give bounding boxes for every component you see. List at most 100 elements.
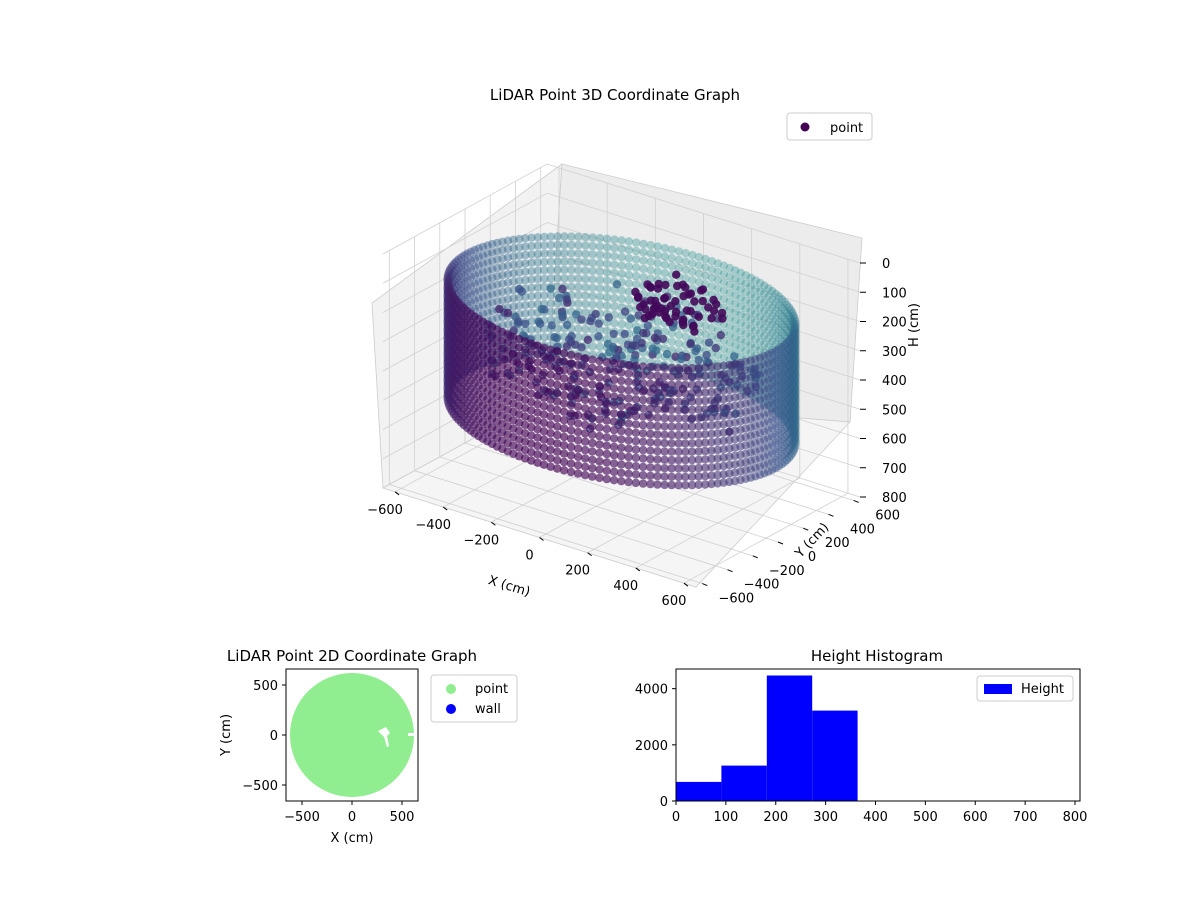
x-axis-3d: −600 −400 −200 0 200 400 600 xyxy=(367,491,689,609)
point-3d xyxy=(667,329,677,338)
point-3d xyxy=(780,331,789,340)
point-3d xyxy=(789,354,798,364)
point-3d xyxy=(764,309,773,318)
point-3d xyxy=(719,261,729,270)
point-3d xyxy=(681,364,690,373)
legend-2d-label-wall: wall xyxy=(475,702,501,717)
chart-3d: LiDAR Point 3D Coordinate Graph −600−400… xyxy=(367,86,922,609)
point-3d xyxy=(707,362,716,372)
point-3d xyxy=(777,384,786,394)
point-3d xyxy=(791,361,800,370)
point-3d xyxy=(540,249,549,258)
z-tick-label-3d: 700 xyxy=(882,462,907,477)
point-3d xyxy=(713,370,722,379)
point-3d xyxy=(788,340,797,349)
point-3d xyxy=(725,330,734,339)
point-3d xyxy=(701,463,710,472)
point-3d xyxy=(573,352,583,361)
histogram-bar xyxy=(766,675,813,801)
point-3d xyxy=(777,370,787,379)
point-3d xyxy=(624,279,634,288)
point-3d xyxy=(694,277,704,287)
point-3d xyxy=(617,401,626,411)
point-3d xyxy=(713,429,722,438)
point-3d xyxy=(620,307,630,316)
point-3d xyxy=(581,258,590,267)
point-3d xyxy=(790,369,799,378)
point-3d xyxy=(474,277,483,287)
point-3d xyxy=(573,436,583,445)
point-3d xyxy=(588,241,597,251)
point-3d xyxy=(553,414,562,423)
point-3d xyxy=(701,271,710,280)
point-3d xyxy=(741,287,751,297)
point-3d xyxy=(751,326,760,335)
point-3d xyxy=(588,388,597,398)
point-3d xyxy=(493,297,502,306)
point-3d xyxy=(674,430,683,440)
point-3d xyxy=(617,368,626,377)
point-3d xyxy=(760,340,769,349)
point-3d xyxy=(756,329,765,338)
point-3d xyxy=(574,299,583,308)
point-3d xyxy=(673,281,682,291)
point-3d xyxy=(701,313,710,322)
point-3d xyxy=(789,345,798,354)
point-3d xyxy=(631,411,641,421)
point-3d xyxy=(604,313,613,322)
point-3d xyxy=(588,438,597,448)
point-3d xyxy=(653,388,662,397)
point-3d xyxy=(790,419,799,428)
point-3d xyxy=(521,275,530,285)
point-3d xyxy=(687,422,697,431)
point-3d xyxy=(667,397,676,406)
point-3d xyxy=(559,357,569,366)
point-3d xyxy=(751,318,760,327)
point-3d xyxy=(694,312,703,321)
point-3d xyxy=(687,363,697,373)
point-3d xyxy=(707,379,716,388)
point-3d xyxy=(764,284,773,293)
point-3d xyxy=(786,414,796,424)
point-3d xyxy=(638,471,648,480)
point-3d xyxy=(667,380,676,389)
point-3d xyxy=(631,361,641,371)
point-3d xyxy=(573,410,583,420)
point-3d xyxy=(784,403,794,413)
point-3d xyxy=(688,259,697,268)
point-3d xyxy=(509,244,518,253)
point-3d xyxy=(546,395,555,404)
point-3d xyxy=(588,464,597,473)
point-3d xyxy=(595,415,604,424)
point-3d xyxy=(509,235,518,244)
point-3d xyxy=(771,339,780,349)
point-3d xyxy=(789,319,798,329)
point-3d xyxy=(746,332,756,341)
point-3d xyxy=(653,413,662,422)
point-3d xyxy=(701,254,710,264)
point-3d xyxy=(624,386,633,395)
point-3d xyxy=(638,370,648,380)
point-3d xyxy=(560,257,569,266)
y-tick-label-3d: −200 xyxy=(769,564,805,579)
point-3d xyxy=(791,344,800,353)
point-3d xyxy=(488,281,497,291)
point-3d xyxy=(612,280,622,289)
point-3d xyxy=(660,413,669,423)
point-3d xyxy=(631,378,641,387)
point-3d xyxy=(527,339,536,348)
point-3d xyxy=(674,247,684,256)
point-3d xyxy=(760,323,769,332)
point-3d xyxy=(707,421,716,430)
point-3d xyxy=(777,320,787,329)
x-tick-3d xyxy=(683,582,689,587)
point-3d xyxy=(560,274,569,283)
point-3d xyxy=(786,384,795,393)
point-3d xyxy=(780,381,789,390)
point-3d xyxy=(474,261,483,270)
point-3d xyxy=(774,292,784,301)
point-3d xyxy=(756,320,765,329)
point-3d xyxy=(554,293,564,303)
point-3d xyxy=(483,258,492,267)
point-3d xyxy=(559,457,569,467)
